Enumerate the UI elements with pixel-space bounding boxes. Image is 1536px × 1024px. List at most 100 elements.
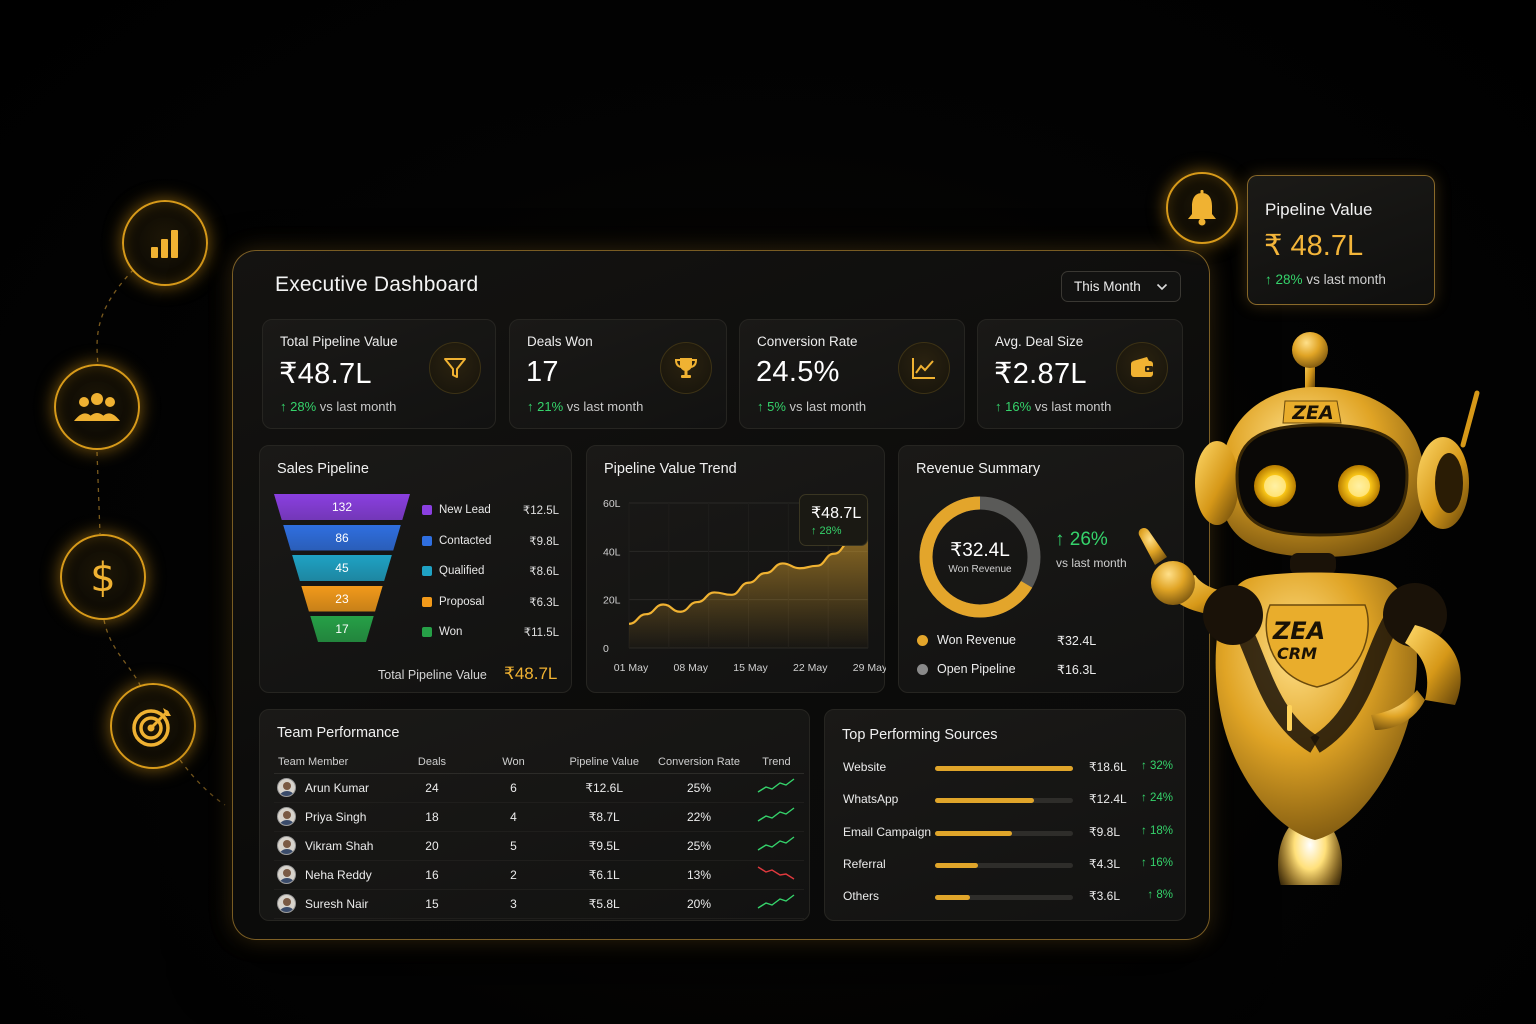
arrow-up-icon: ↑ <box>280 399 291 414</box>
table-row[interactable]: Neha Reddy 16 2 ₹6.1L 13% <box>274 860 804 890</box>
x-tick-label: 22 May <box>793 662 828 674</box>
source-name: WhatsApp <box>843 792 899 807</box>
kpi-value: ₹48.7L <box>279 358 372 390</box>
y-tick-label: 40L <box>603 546 621 558</box>
legend-label: New Lead <box>439 504 491 516</box>
won-cell: 4 <box>467 802 560 832</box>
kpi-card-avg-deal-size[interactable]: Avg. Deal Size ₹2.87L ↑ 16% vs last mont… <box>977 319 1183 429</box>
column-header[interactable]: Pipeline Value <box>559 752 650 774</box>
table-header-row: Team Member Deals Won Pipeline Value Con… <box>274 752 804 774</box>
pipeline-value-cell: ₹5.8L <box>559 889 650 919</box>
trend-up-sparkline <box>758 836 795 851</box>
table-row[interactable]: Arun Kumar 24 6 ₹12.6L 25% <box>274 773 804 803</box>
card-title: Pipeline Value Trend <box>604 461 737 477</box>
widget-delta-suffix: vs last month <box>1306 272 1386 287</box>
source-row[interactable]: WhatsApp ₹12.4L ↑ 24% <box>843 790 1173 810</box>
legend-value: ₹12.5L <box>522 505 559 517</box>
period-dropdown[interactable]: This Month <box>1061 271 1181 302</box>
member-name: Suresh Nair <box>305 896 369 911</box>
donut-won-revenue-arc <box>919 496 1041 618</box>
sparkline-path <box>758 778 795 793</box>
funnel-stage-new-lead[interactable]: 132 <box>274 494 410 520</box>
source-row[interactable]: Others ₹3.6L ↑ 8% <box>843 887 1173 907</box>
pipeline-trend-chart: 0 20L 40L 60L 01 May 08 May 15 May 22 May 29 May <box>603 498 886 674</box>
funnel-stage-count: 17 <box>335 622 349 636</box>
funnel-icon <box>429 342 481 394</box>
sparkline-path <box>758 807 795 822</box>
funnel-stage-contacted[interactable]: 86 <box>283 525 401 551</box>
source-value: ₹12.4L <box>1089 792 1127 807</box>
funnel-stage-proposal[interactable]: 23 <box>301 586 383 612</box>
trend-cell <box>748 860 804 890</box>
kpi-label: Total Pipeline Value <box>280 334 398 349</box>
won-cell: 5 <box>467 831 560 861</box>
trend-tooltip-value: ₹48.7L <box>811 505 862 522</box>
column-header[interactable]: Conversion Rate <box>649 752 749 774</box>
card-title: Top Performing Sources <box>842 727 998 743</box>
source-bar-track <box>935 766 1073 771</box>
kpi-card-conversion-rate[interactable]: Conversion Rate 24.5% ↑ 5% vs last month <box>739 319 965 429</box>
column-header[interactable]: Won <box>467 752 560 774</box>
legend-dot <box>422 535 432 546</box>
trend-cell <box>748 802 804 832</box>
member-name: Vikram Shah <box>305 838 374 853</box>
column-header[interactable]: Trend <box>748 752 804 774</box>
conversion-rate-cell: 25% <box>649 831 749 861</box>
source-row[interactable]: Referral ₹4.3L ↑ 16% <box>843 855 1173 875</box>
kpi-delta-value: 5% <box>767 399 786 414</box>
trend-up-sparkline <box>758 894 795 909</box>
sparkline-path <box>758 836 795 851</box>
source-row[interactable]: Website ₹18.6L ↑ 32% <box>843 758 1173 778</box>
column-header[interactable]: Team Member <box>274 752 397 774</box>
legend-value: ₹9.8L <box>529 535 559 548</box>
funnel-legend-row: Contacted ₹9.8L <box>422 532 559 550</box>
source-row[interactable]: Email Campaign ₹9.8L ↑ 18% <box>843 823 1173 843</box>
member-cell: Priya Singh <box>274 802 397 832</box>
funnel-legend-row: Qualified ₹8.6L <box>422 562 559 580</box>
legend-won-revenue: Won Revenue ₹32.4L <box>917 633 1097 648</box>
funnel-legend-row: Proposal ₹6.3L <box>422 593 559 611</box>
member-cell: Neha Reddy <box>274 860 397 890</box>
team-icon[interactable] <box>54 364 140 450</box>
legend-value: ₹8.6L <box>529 566 559 578</box>
kpi-delta-value: 16% <box>1005 399 1032 414</box>
kpi-delta-suffix: vs last month <box>1034 399 1112 414</box>
avatar <box>277 807 296 826</box>
legend-dot <box>422 505 432 515</box>
arrow-up-icon: ↑ <box>1265 272 1276 287</box>
funnel-stage-count: 23 <box>335 591 349 606</box>
dollar-icon[interactable]: $ <box>60 534 146 620</box>
svg-text:$: $ <box>90 555 115 599</box>
legend-dot <box>422 596 432 607</box>
conversion-rate-cell: 13% <box>649 860 749 890</box>
table-row[interactable]: Priya Singh 18 4 ₹8.7L 22% <box>274 802 804 832</box>
bar-chart-icon[interactable] <box>122 200 208 286</box>
funnel-stage-qualified[interactable]: 45 <box>292 555 392 581</box>
target-icon[interactable] <box>110 683 196 769</box>
source-bar-track <box>935 798 1073 804</box>
x-tick-label: 15 May <box>733 662 768 674</box>
source-bar-fill <box>935 766 1073 771</box>
floating-pipeline-widget[interactable]: Pipeline Value ₹ 48.7L ↑ 28% vs last mon… <box>1247 175 1435 305</box>
pipeline-trend-card: Pipeline Value Trend 0 20L 40L 60L 01 May 08 … <box>586 445 886 693</box>
kpi-card-total-pipeline[interactable]: Total Pipeline Value ₹48.7L ↑ 28% vs las… <box>262 319 496 429</box>
kpi-delta: ↑ 21% vs last month <box>527 399 643 414</box>
avatar <box>277 778 296 797</box>
kpi-card-deals-won[interactable]: Deals Won 17 ↑ 21% vs last month <box>509 319 727 429</box>
kpi-delta-suffix: vs last month <box>789 399 867 414</box>
x-tick-label: 01 May <box>614 662 649 674</box>
table-row[interactable]: Suresh Nair 15 3 ₹5.8L 20% <box>274 889 804 919</box>
bell-icon[interactable] <box>1166 172 1238 244</box>
column-header[interactable]: Deals <box>396 752 468 774</box>
wallet-icon <box>1116 342 1168 394</box>
revenue-delta: ↑ 26% <box>1055 529 1108 550</box>
source-bar-track <box>935 895 1073 901</box>
legend-open-pipeline: Open Pipeline ₹16.3L <box>917 662 1097 677</box>
y-tick-label: 60L <box>603 498 621 510</box>
trend-up-sparkline <box>758 778 795 793</box>
table-row[interactable]: Vikram Shah 20 5 ₹9.5L 25% <box>274 831 804 861</box>
robot-chest-sublabel: CRM <box>1277 644 1317 663</box>
funnel-stage-won[interactable]: 17 <box>310 616 373 642</box>
source-name: Website <box>843 760 887 774</box>
